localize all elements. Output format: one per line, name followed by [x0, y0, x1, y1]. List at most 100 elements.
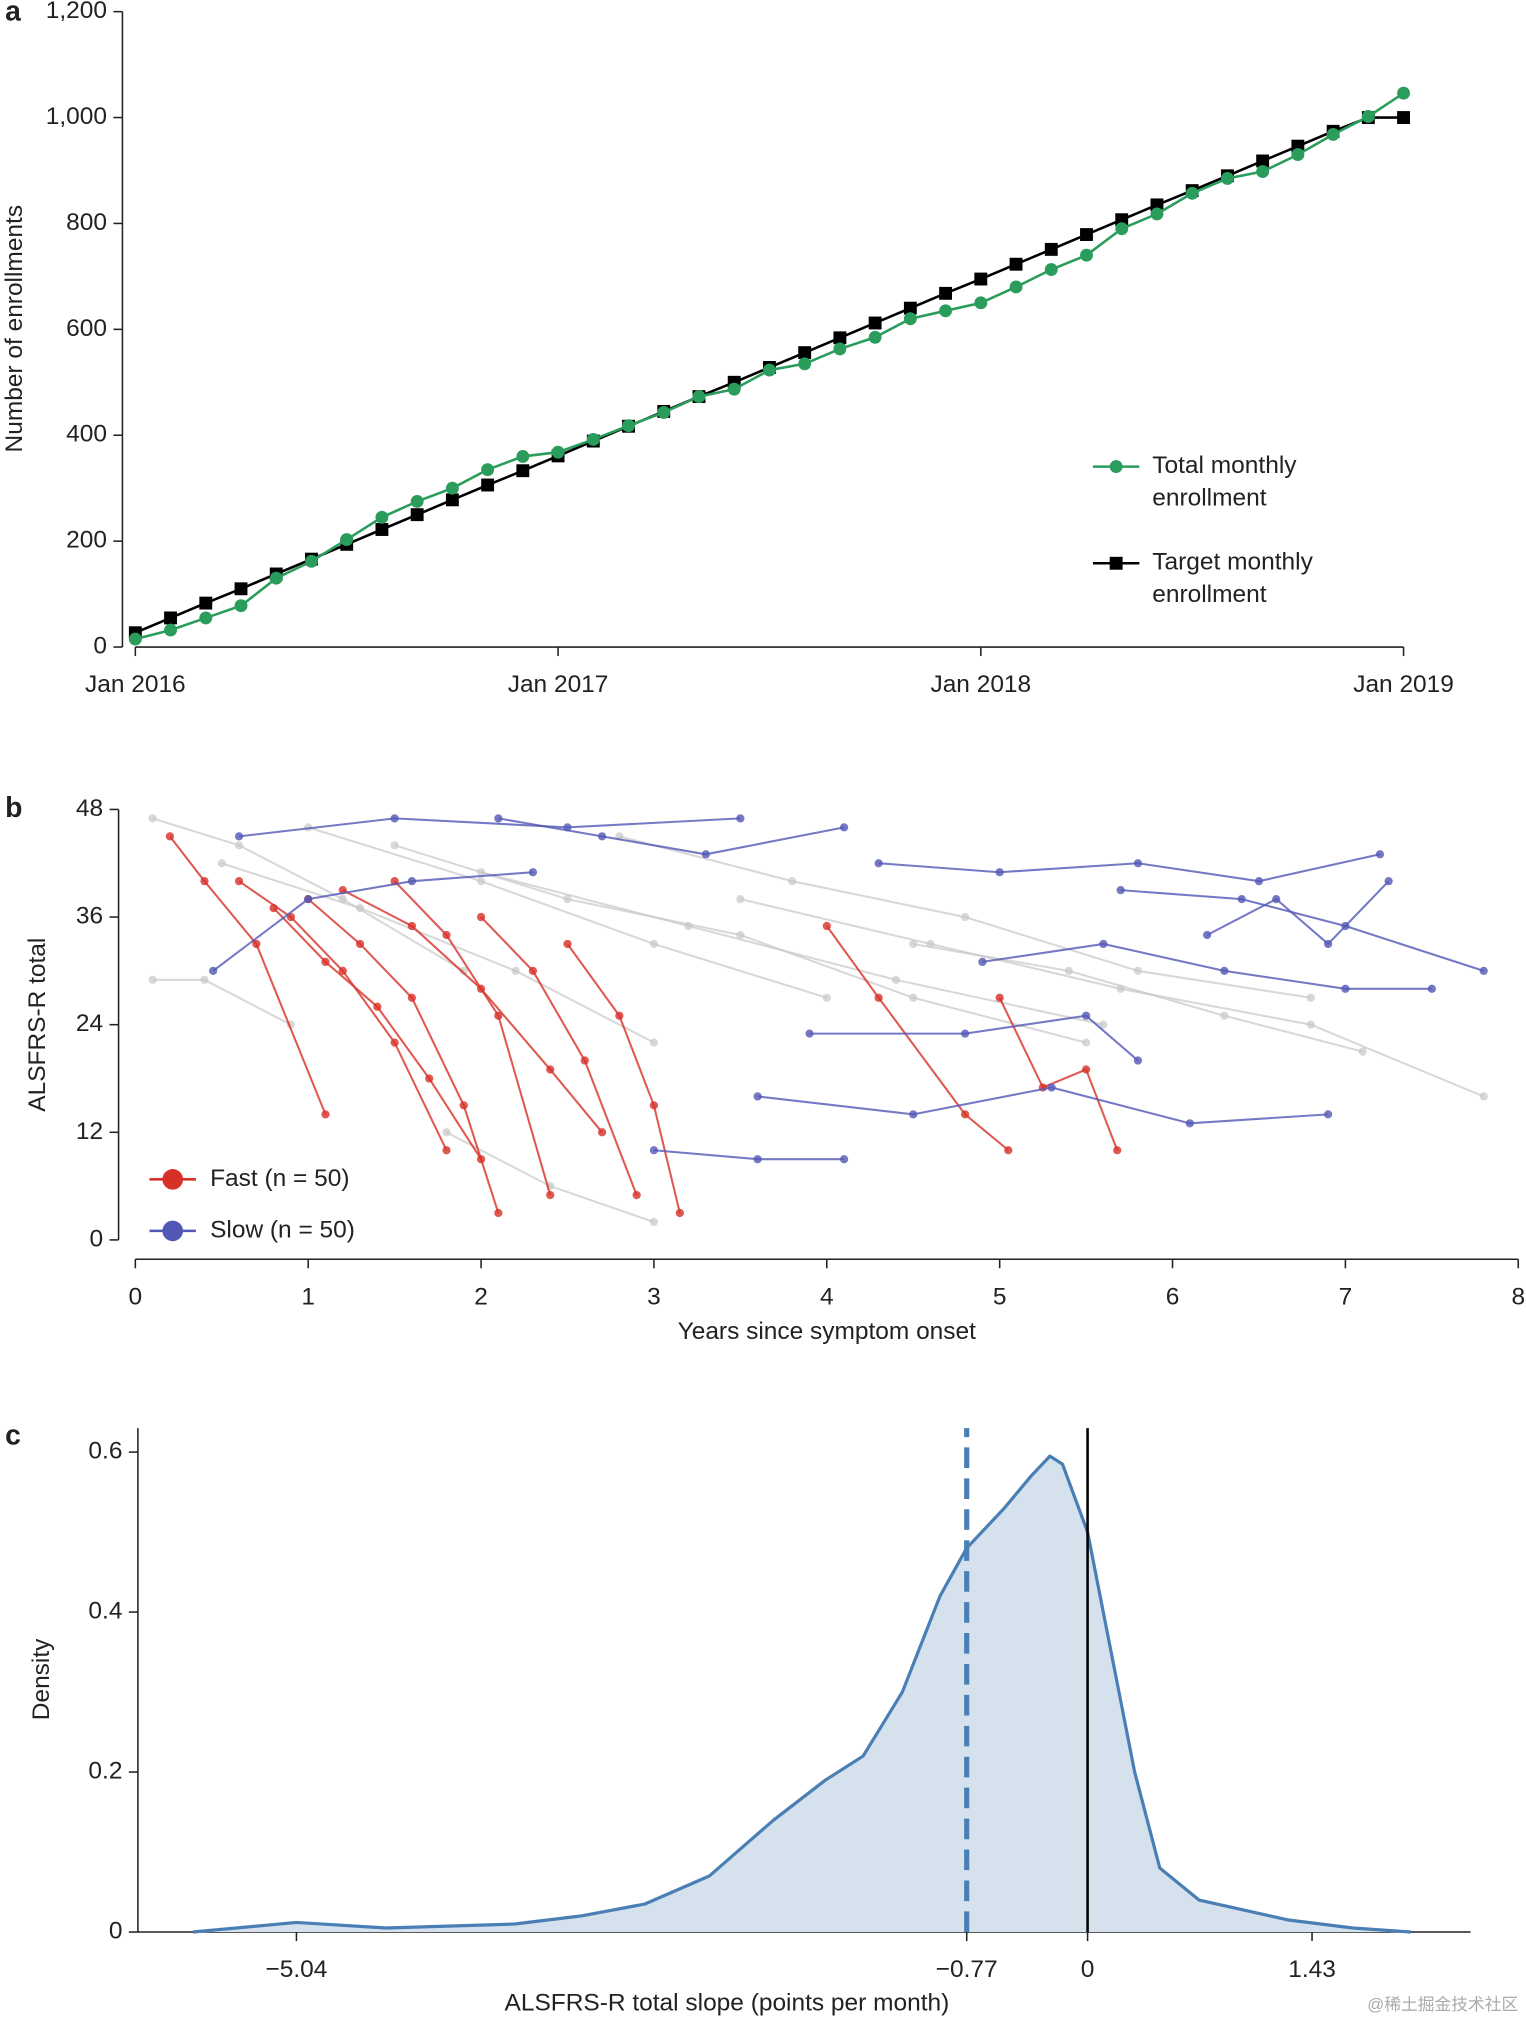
data-point	[1133, 859, 1143, 868]
y-tick-label: 600	[66, 315, 107, 342]
data-point	[1081, 1065, 1091, 1074]
data-point	[649, 1038, 659, 1047]
y-tick-label: 0	[93, 633, 107, 660]
data-point	[340, 533, 354, 546]
data-point	[1185, 1119, 1194, 1128]
data-point	[903, 312, 917, 326]
data-point	[269, 903, 278, 913]
y-tick-label: 48	[76, 795, 103, 822]
legend-label: Total monthly enrollment	[1152, 452, 1297, 512]
data-point	[390, 1038, 399, 1047]
data-point	[442, 1146, 451, 1155]
y-tick-label: 1,200	[46, 0, 107, 24]
data-point	[1375, 850, 1385, 859]
data-point	[551, 445, 565, 459]
y-axis-label: ALSFRS-R total	[24, 938, 51, 1112]
y-tick-label: 0.4	[88, 1598, 122, 1625]
series-line	[238, 817, 741, 838]
data-point	[657, 406, 671, 419]
data-point	[1479, 1092, 1488, 1101]
series-line	[238, 880, 448, 1151]
data-point	[960, 1110, 970, 1119]
data-point	[1115, 213, 1129, 227]
data-point	[1202, 930, 1212, 940]
legend-marker	[1109, 460, 1123, 474]
data-point	[410, 494, 424, 508]
data-point	[481, 478, 495, 492]
x-tick-label: 2	[474, 1283, 488, 1310]
data-point	[798, 357, 812, 371]
data-point	[1004, 1146, 1013, 1155]
y-axis-label: Density	[28, 1638, 55, 1720]
x-tick-label: 8	[1511, 1283, 1525, 1310]
data-point	[909, 993, 918, 1002]
data-point	[442, 1128, 451, 1137]
series-line	[1120, 889, 1485, 972]
x-tick-label: 0	[129, 1283, 143, 1310]
data-point	[903, 301, 917, 315]
data-point	[891, 975, 901, 984]
data-point	[407, 921, 417, 931]
data-point	[805, 1029, 814, 1038]
data-point	[1044, 242, 1058, 256]
data-point	[1397, 111, 1411, 124]
data-point	[494, 814, 503, 823]
data-point	[355, 939, 365, 949]
data-point	[822, 921, 831, 931]
series-line	[480, 871, 1104, 1026]
series-line	[307, 826, 828, 999]
data-point	[476, 912, 486, 922]
data-point	[974, 296, 988, 310]
legend-label: Slow (n = 50)	[210, 1216, 355, 1243]
series-line	[498, 817, 845, 856]
data-point	[410, 508, 424, 522]
data-point	[1150, 198, 1164, 212]
series-line	[393, 880, 552, 1196]
data-point	[200, 877, 209, 886]
legend-label: Fast (n = 50)	[210, 1165, 349, 1192]
y-tick-label: 0.2	[88, 1758, 122, 1785]
series-line	[212, 871, 533, 972]
data-point	[528, 966, 538, 975]
data-point	[234, 877, 244, 886]
data-point	[390, 814, 399, 823]
data-point	[425, 1074, 434, 1083]
x-axis-label: Years since symptom onset	[678, 1318, 976, 1345]
data-point	[476, 1155, 486, 1164]
data-point	[874, 993, 883, 1002]
data-point	[736, 894, 745, 904]
data-point	[1427, 984, 1436, 993]
data-point	[199, 611, 213, 625]
x-tick-label: 3	[647, 1283, 661, 1310]
data-point	[476, 877, 486, 886]
y-tick-label: 0.6	[88, 1438, 122, 1465]
data-point	[1358, 1047, 1367, 1056]
series-line	[809, 1014, 1139, 1062]
legend-marker	[162, 1169, 184, 1190]
y-tick-label: 0	[109, 1917, 123, 1944]
data-point	[622, 419, 635, 433]
legend-marker	[162, 1220, 184, 1242]
legend-label: Target monthly enrollment	[1152, 549, 1313, 609]
data-point	[1081, 1011, 1091, 1020]
data-point	[165, 832, 175, 841]
series-line	[878, 853, 1381, 883]
x-tick-label: Jan 2019	[1353, 671, 1454, 698]
series-line	[1206, 880, 1390, 946]
data-point	[481, 463, 495, 477]
data-point	[375, 510, 389, 524]
y-tick-label: 800	[66, 209, 107, 236]
data-point	[1361, 110, 1375, 123]
data-point	[1047, 1083, 1056, 1092]
data-point	[546, 1065, 555, 1074]
data-point	[1291, 148, 1305, 162]
data-point	[1081, 1038, 1091, 1047]
series-line	[152, 978, 292, 1026]
data-point	[304, 894, 313, 904]
data-point	[833, 342, 847, 356]
x-tick-label: Jan 2018	[930, 671, 1031, 698]
data-point	[736, 814, 745, 823]
data-point	[338, 966, 347, 975]
